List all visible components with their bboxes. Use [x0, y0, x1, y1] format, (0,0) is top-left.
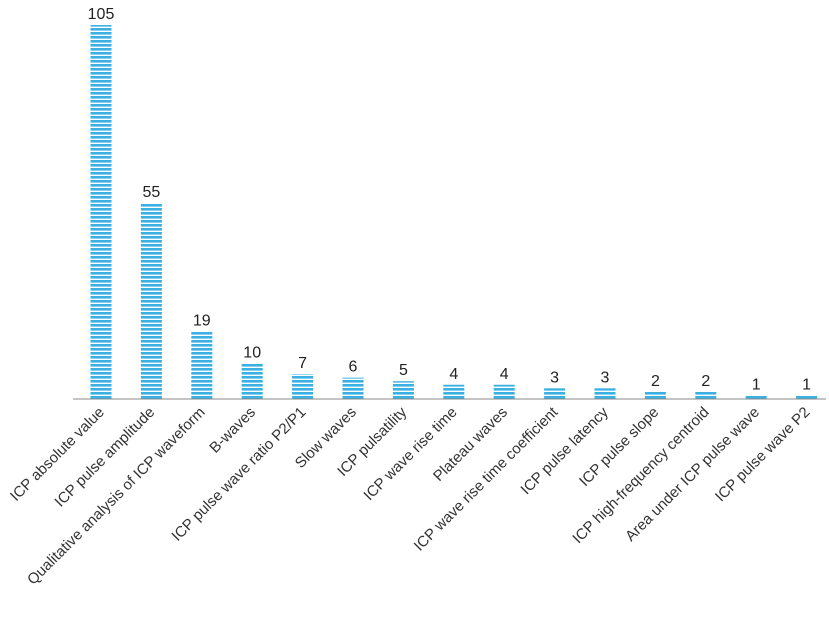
bar — [140, 203, 162, 399]
category-tick-label: Qualitative analysis of ICP waveform — [24, 404, 209, 589]
bar — [90, 25, 112, 399]
category-tick-label: B-waves — [206, 404, 259, 457]
bar-value-label: 3 — [601, 369, 610, 386]
bar — [292, 374, 314, 399]
bar-value-label: 5 — [399, 362, 408, 379]
bar-value-label: 6 — [349, 359, 358, 376]
bar-value-label: 4 — [449, 366, 458, 383]
bar — [191, 331, 213, 399]
category-tick-label: ICP pulse latency — [517, 403, 612, 498]
bar — [342, 377, 364, 399]
bar — [644, 391, 666, 399]
bar-value-label: 10 — [243, 344, 261, 361]
bar-value-label: 4 — [500, 366, 509, 383]
category-tick-label: ICP pulse wave P2 — [712, 404, 813, 505]
value-labels-group: 105 55 19 10 7 6 5 4 4 3 3 2 2 1 1 — [88, 6, 811, 393]
bar-value-label: 1 — [752, 376, 761, 393]
bar — [695, 391, 717, 399]
bar-value-label: 55 — [143, 184, 161, 201]
bar — [745, 395, 767, 399]
bar-value-label: 2 — [651, 373, 660, 390]
bars-group — [90, 25, 818, 399]
category-tick-label: ICP absolute value — [7, 404, 108, 505]
bar-value-label: 19 — [193, 312, 211, 329]
bar-value-label: 3 — [550, 369, 559, 386]
bar-value-label: 2 — [701, 373, 710, 390]
category-tick-label: ICP wave rise time — [360, 404, 460, 504]
bar — [392, 381, 414, 399]
bar-value-label: 7 — [298, 355, 307, 372]
bar-value-label: 105 — [88, 6, 115, 23]
bar — [241, 363, 263, 399]
bar — [594, 388, 616, 399]
bar — [493, 384, 515, 399]
bar — [796, 395, 818, 399]
bar — [443, 384, 465, 399]
bar — [544, 388, 566, 399]
bar-value-label: 1 — [802, 376, 811, 393]
